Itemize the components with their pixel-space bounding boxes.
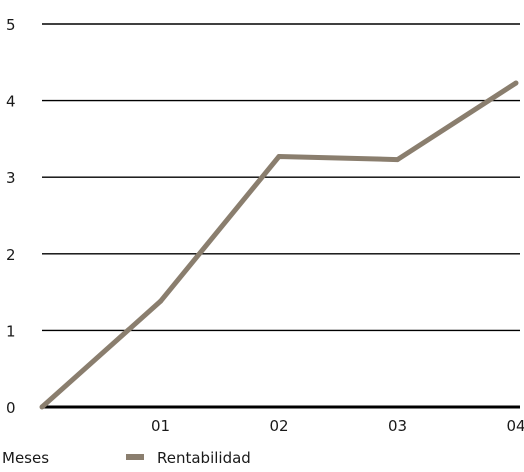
x-axis-ticks: 01 02 03 04 [151, 417, 524, 435]
y-tick-label: 5 [6, 16, 16, 34]
data-point [158, 298, 163, 304]
y-tick-label: 0 [6, 399, 16, 417]
data-point [395, 157, 400, 163]
data-point [513, 80, 519, 86]
series-line-rentabilidad [40, 80, 518, 409]
x-tick-label: 04 [506, 417, 524, 435]
data-point [39, 404, 45, 410]
series-layer [39, 80, 519, 410]
x-tick-label: 02 [269, 417, 288, 435]
x-tick-label: 03 [388, 417, 407, 435]
data-point [276, 154, 282, 160]
y-tick-label: 2 [6, 246, 16, 264]
x-tick-label: 01 [151, 417, 170, 435]
legend: Meses Rentabilidad [2, 449, 251, 467]
y-tick-label: 4 [6, 93, 16, 111]
x-axis-label: Meses [2, 449, 49, 467]
grid-lines [42, 23, 520, 409]
legend-label: Rentabilidad [157, 449, 251, 467]
y-tick-label: 1 [6, 322, 16, 340]
y-tick-label: 3 [6, 169, 16, 187]
legend-swatch [126, 454, 144, 460]
y-axis-ticks: 0 1 2 3 4 5 [6, 16, 16, 417]
